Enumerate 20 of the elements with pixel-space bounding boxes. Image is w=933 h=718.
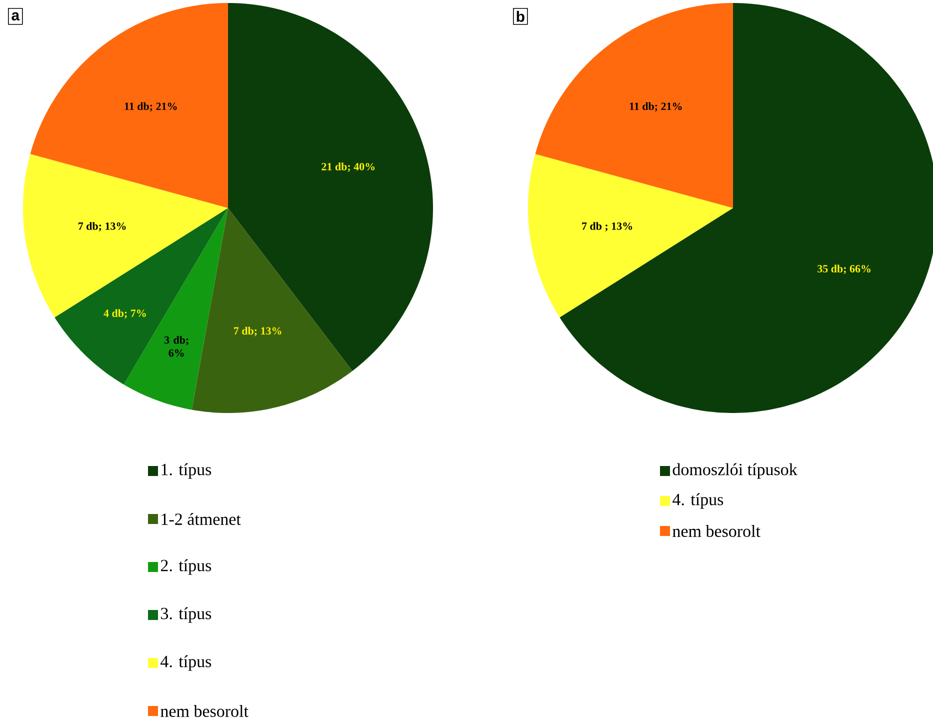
data-label: 3 db; 6% [164, 336, 188, 357]
data-label: 35 db; 66% [818, 264, 870, 274]
legend-label: 2. típus [160, 559, 212, 575]
data-label: 11 db; 21% [630, 102, 682, 112]
chart-title: b [516, 10, 524, 22]
legend-label: nem besorolt [672, 525, 760, 537]
data-label: 21 db; 40% [322, 162, 375, 172]
legend-label: domoszlói típusok [672, 463, 798, 479]
data-label: 7 db; 13% [78, 222, 126, 232]
legend-label: 3. típus [161, 607, 212, 623]
data-label: 7 db; 13% [234, 326, 282, 336]
legend-label: 4. típus [672, 493, 724, 509]
chart-title: a [12, 12, 20, 20]
legend-label: 4. típus [160, 655, 212, 671]
legend-label: nem besorolt [160, 705, 248, 717]
data-label: 7 db ; 13% [582, 222, 632, 232]
legend-label: 1-2 átmenet [162, 513, 241, 525]
data-label: 11 db; 21% [124, 102, 177, 112]
legend-label: 1. típus [162, 463, 212, 479]
data-label: 4 db; 7% [104, 309, 146, 319]
